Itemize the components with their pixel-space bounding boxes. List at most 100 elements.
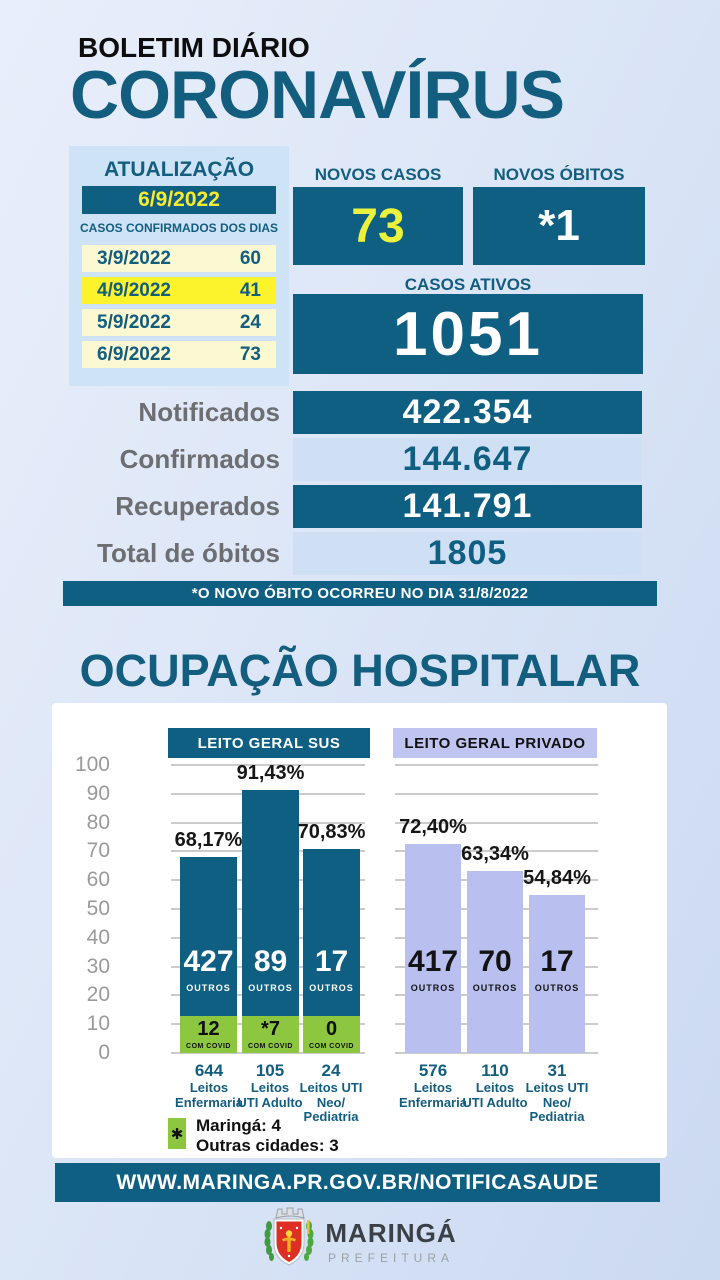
confirmed-cases-list: 3/9/2022 60 4/9/2022 41 5/9/2022 24 6/9/…	[82, 245, 276, 368]
death-note-banner: *O NOVO ÓBITO OCORREU NO DIA 31/8/2022	[63, 581, 657, 606]
logo-title: MARINGÁ	[325, 1218, 457, 1248]
outros-caption: OUTROS	[472, 983, 518, 993]
notifica-saude-url: WWW.MARINGA.PR.GOV.BR/NOTIFICASAUDE	[116, 1170, 599, 1194]
x-label-priv-uti-neo: 31 Leitos UTI Neo/ Pediatria	[525, 1061, 589, 1125]
outros-value: 17	[540, 945, 574, 978]
stat-label-obitos: Total de óbitos	[97, 538, 280, 568]
stat-box-obitos: 1805	[293, 532, 642, 575]
list-item: 5/9/2022 24	[82, 309, 276, 336]
active-cases-box: 1051	[293, 294, 643, 374]
x-label-sus-uti-adulto: 105 Leitos UTI Adulto	[237, 1061, 303, 1110]
new-deaths-box: *1	[473, 187, 645, 265]
stat-box-confirmados: 144.647	[293, 438, 642, 481]
page-title: CORONAVÍRUS	[70, 57, 565, 133]
y-tick-label: 80	[86, 810, 110, 834]
update-date: 6/9/2022	[138, 188, 220, 211]
hospital-chart-card: LEITO GERAL SUS LEITO GERAL PRIVADO 0 10 2…	[52, 703, 667, 1158]
prefeitura-logo: MARINGÁ PREFEITURA	[0, 1206, 720, 1277]
bar-percent-label: 63,34%	[461, 843, 529, 865]
new-deaths-value: *1	[538, 201, 580, 250]
case-count: 73	[239, 343, 261, 365]
x-label-priv-uti-adulto: 110 Leitos UTI Adulto	[462, 1061, 528, 1110]
stat-value-confirmados: 144.647	[402, 440, 533, 478]
logo-text: MARINGÁ PREFEITURA	[325, 1218, 456, 1265]
outros-value: 427	[183, 945, 234, 978]
gridline	[171, 764, 365, 766]
covid-value: 0	[325, 1018, 338, 1040]
chart-plot-area: 68,17% 427 OUTROS 12 COM COVID 91,43% 89…	[52, 762, 667, 1053]
death-note-text: *O NOVO ÓBITO OCORREU NO DIA 31/8/2022	[191, 585, 529, 602]
case-date: 5/9/2022	[97, 311, 171, 333]
covid-value: *7	[261, 1018, 280, 1040]
update-date-bar: 6/9/2022	[82, 186, 276, 214]
list-item-highlighted: 4/9/2022 41	[82, 277, 276, 304]
covid-caption: COM COVID	[248, 1043, 293, 1050]
y-tick-label: 90	[86, 781, 110, 805]
x-label-priv-enfermaria: 576 Leitos Enfermaria	[399, 1061, 467, 1110]
outros-value: 417	[407, 945, 459, 978]
stat-label-confirmados: Confirmados	[119, 444, 280, 474]
case-date: 6/9/2022	[97, 343, 171, 365]
case-count: 41	[239, 279, 261, 301]
asterisk-icon: ✱	[170, 1125, 184, 1143]
y-tick-label: 20	[86, 983, 110, 1007]
stat-label-recuperados: Recuperados	[115, 491, 280, 521]
bar-percent-label: 70,83%	[297, 821, 366, 843]
update-panel-title: ATUALIZAÇÃO	[103, 158, 255, 181]
legend-text: Maringá: 4 Outras cidades: 3	[196, 1116, 339, 1156]
gridline	[395, 792, 598, 795]
outros-caption: OUTROS	[248, 983, 293, 993]
covid-caption: COM COVID	[309, 1043, 354, 1050]
stat-value-obitos: 1805	[427, 534, 508, 572]
stat-box-recuperados: 141.791	[293, 485, 642, 528]
new-deaths-label: NOVOS ÓBITOS	[493, 165, 625, 184]
case-date: 3/9/2022	[97, 247, 171, 269]
stat-label-notificados: Notificados	[138, 397, 280, 427]
active-cases-value: 1051	[393, 299, 543, 369]
update-panel-subtitle: CASOS CONFIRMADOS DOS DIAS	[79, 221, 278, 235]
covid-segment: *7 COM COVID	[242, 1016, 299, 1053]
y-tick-label: 30	[86, 954, 110, 978]
section-title-hospital: OCUPAÇÃO HOSPITALAR	[79, 645, 641, 696]
case-date: 4/9/2022	[97, 279, 171, 301]
group-header-private: LEITO GERAL PRIVADO	[393, 728, 597, 758]
y-tick-label: 10	[86, 1012, 110, 1036]
list-item: 3/9/2022 60	[82, 245, 276, 272]
y-tick-label: 50	[86, 897, 110, 920]
x-label-sus-enfermaria: 644 Leitos Enfermaria	[175, 1061, 243, 1110]
outros-value: 17	[314, 945, 349, 978]
group-header-sus: LEITO GERAL SUS	[168, 728, 370, 758]
legend-marker-box: ✱	[168, 1118, 186, 1149]
outros-value: 89	[253, 945, 288, 978]
y-tick-label: 70	[86, 839, 110, 863]
list-item: 6/9/2022 73	[82, 341, 276, 368]
bar-percent-label: 68,17%	[174, 829, 243, 851]
covid-caption: COM COVID	[186, 1043, 231, 1050]
update-panel: ATUALIZAÇÃO 6/9/2022 CASOS CONFIRMADOS D…	[69, 146, 289, 386]
gridline	[395, 764, 598, 766]
case-count: 24	[239, 311, 261, 333]
active-cases-label: CASOS ATIVOS	[404, 275, 532, 294]
y-tick-label: 0	[98, 1041, 110, 1064]
covid-segment: 0 COM COVID	[303, 1016, 360, 1053]
logo-subtitle: PREFEITURA	[327, 1251, 454, 1265]
new-cases-value: 73	[351, 199, 405, 253]
gridline	[395, 850, 598, 853]
covid-segment: 12 COM COVID	[180, 1016, 237, 1053]
bar-percent-label: 72,40%	[399, 816, 467, 838]
new-cases-box: 73	[293, 187, 463, 265]
gridline	[395, 821, 598, 824]
new-cases-label: NOVOS CASOS	[314, 165, 442, 184]
bar-percent-label: 91,43%	[236, 762, 305, 784]
bulletin-kicker: BOLETIM DIÁRIO	[78, 32, 310, 63]
outros-caption: OUTROS	[534, 983, 580, 993]
outros-value: 70	[478, 945, 512, 978]
bar-percent-label: 54,84%	[523, 867, 591, 889]
case-count: 60	[239, 247, 261, 269]
outros-caption: OUTROS	[186, 983, 231, 993]
gridline	[395, 1052, 598, 1054]
x-label-sus-uti-neo: 24 Leitos UTI Neo/ Pediatria	[299, 1061, 363, 1125]
coat-of-arms-icon	[263, 1206, 315, 1277]
y-tick-label: 100	[74, 753, 110, 776]
